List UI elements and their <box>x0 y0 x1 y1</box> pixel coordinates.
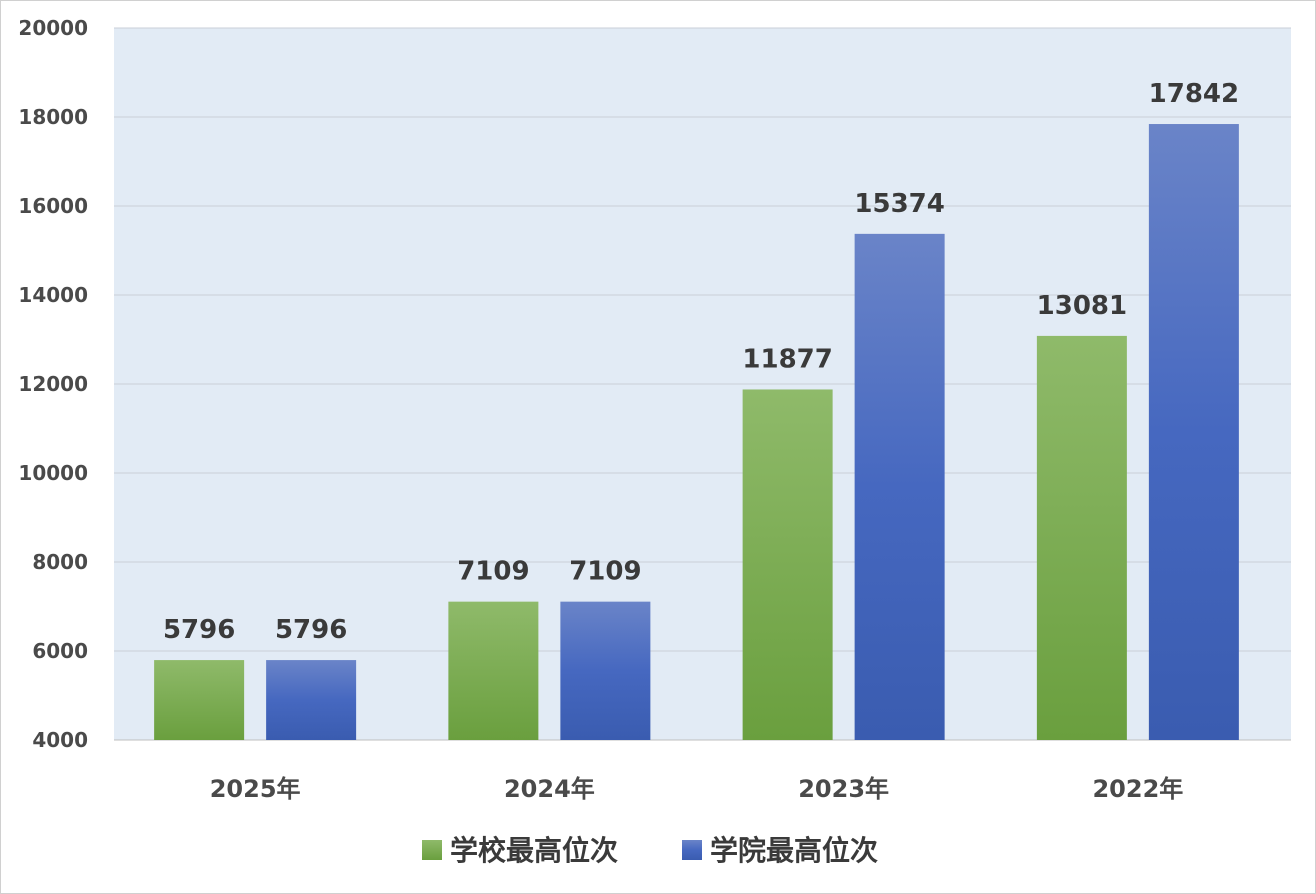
bar <box>154 660 245 740</box>
legend-swatch <box>682 840 702 860</box>
data-label: 15374 <box>854 189 944 219</box>
y-axis: 4000 6000 8000 10000 12000 14000 16000 18000 200… <box>18 16 1291 752</box>
data-label: 7109 <box>569 557 641 587</box>
y-tick-label: 6000 <box>32 639 88 663</box>
bars <box>154 124 1239 740</box>
data-label: 5796 <box>275 615 347 645</box>
y-tick-label: 12000 <box>18 372 88 396</box>
data-label: 11877 <box>742 344 832 374</box>
y-tick-label: 16000 <box>18 194 88 218</box>
legend-label: 学院最高位次 <box>710 834 878 867</box>
data-label: 17842 <box>1149 79 1239 109</box>
y-tick-label: 8000 <box>32 550 88 574</box>
y-tick-label: 10000 <box>18 461 88 485</box>
x-tick-label: 2023年 <box>798 775 889 803</box>
data-labels: 5796 5796 7109 7109 11877 15374 13081 17842 <box>163 79 1239 645</box>
x-tick-label: 2024年 <box>504 775 595 803</box>
legend: 学校最高位次 学院最高位次 <box>422 834 878 867</box>
x-axis: 2025年 2024年 2023年 2022年 <box>210 775 1184 803</box>
legend-swatch <box>422 840 442 860</box>
bar <box>1148 124 1239 740</box>
y-tick-label: 20000 <box>18 16 88 40</box>
data-label: 7109 <box>457 557 529 587</box>
y-tick-label: 18000 <box>18 105 88 129</box>
y-tick-label: 14000 <box>18 283 88 307</box>
bar <box>854 233 945 740</box>
bar <box>448 601 539 740</box>
x-tick-label: 2025年 <box>210 775 301 803</box>
bar <box>266 660 357 740</box>
bar <box>742 389 833 740</box>
data-label: 5796 <box>163 615 235 645</box>
bar <box>1036 335 1127 740</box>
data-label: 13081 <box>1037 291 1127 321</box>
y-tick-label: 4000 <box>32 728 88 752</box>
x-tick-label: 2022年 <box>1092 775 1183 803</box>
legend-label: 学校最高位次 <box>450 834 618 867</box>
bar <box>560 601 651 740</box>
